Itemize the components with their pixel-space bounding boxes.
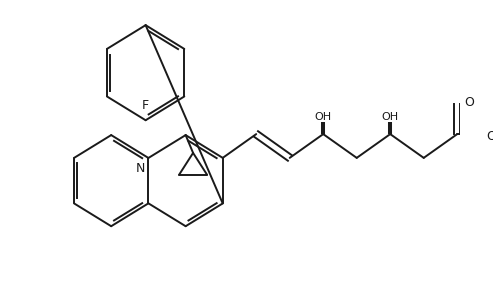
Text: OH: OH <box>315 112 332 122</box>
Text: OH: OH <box>382 112 399 122</box>
Text: F: F <box>142 99 149 112</box>
Text: O: O <box>486 129 493 142</box>
Text: N: N <box>136 162 145 175</box>
Text: O: O <box>465 96 475 109</box>
